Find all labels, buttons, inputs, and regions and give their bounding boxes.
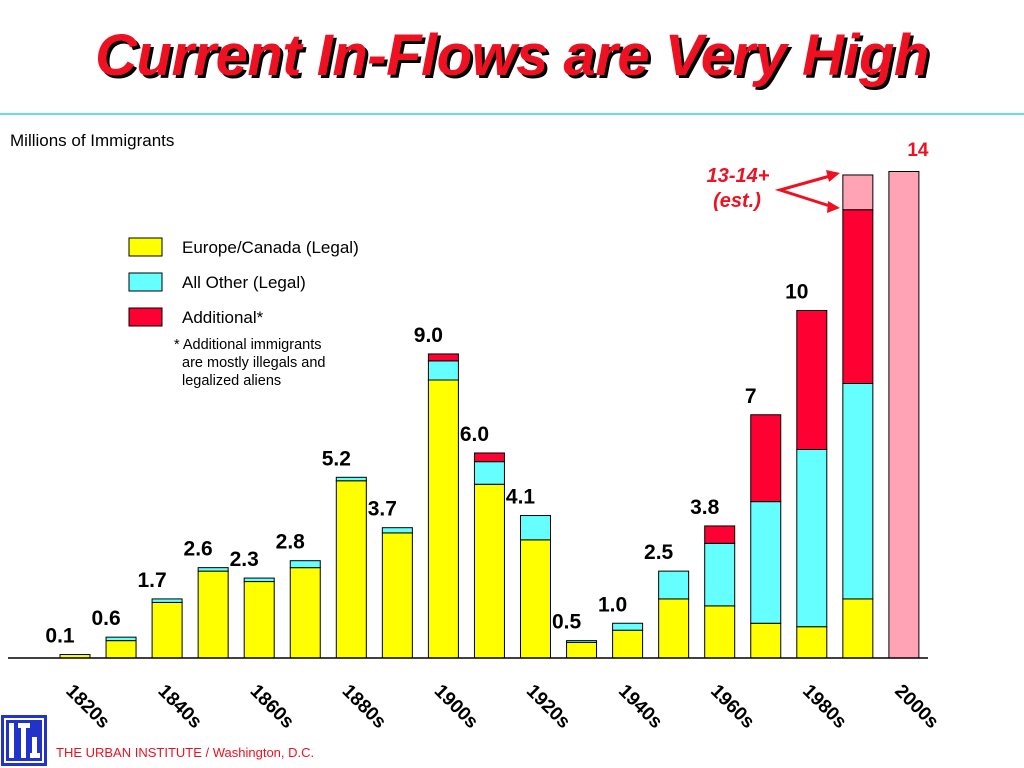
estimate-arrows <box>774 174 831 208</box>
bar-1990s-other <box>842 382 874 600</box>
bar-1990s-estimate <box>842 174 874 211</box>
data-label-1840s: 1.7 <box>137 569 166 592</box>
bar-1930s-other <box>566 640 598 643</box>
estimate-annotation-line1: 13-14+ <box>707 165 770 187</box>
bar-1860s-europe <box>243 581 275 659</box>
data-label-1850s: 2.6 <box>184 538 213 561</box>
bar-1860s-other <box>243 577 275 583</box>
bar-1840s-other <box>151 598 183 603</box>
bar-1870s-europe <box>289 567 321 659</box>
bar-1930s-europe <box>566 641 598 659</box>
bar-1990s-europe <box>842 598 874 659</box>
bar-1900s-europe <box>427 379 459 659</box>
data-label-1910s: 6.0 <box>460 423 489 446</box>
bar-1910s-additional <box>473 452 505 463</box>
estimate-annotation-line2: (est.) <box>713 190 761 212</box>
bar-1960s-other <box>704 542 736 607</box>
footer-credit: THE URBAN INSTITUTE / Washington, D.C. <box>56 745 315 760</box>
bar-1910s-europe <box>473 483 505 659</box>
title-rule <box>0 113 1024 115</box>
bar-1950s-other <box>658 570 690 600</box>
legend-note-line: legalized aliens <box>182 373 281 389</box>
bar-1960s-europe <box>704 605 736 659</box>
bar-1900s-additional <box>427 353 459 362</box>
urban-institute-logo <box>1 715 47 766</box>
bar-1980s-additional <box>796 310 828 450</box>
data-label-1920s: 4.1 <box>506 486 536 509</box>
legend-note-line: * Additional immigrants <box>174 337 322 353</box>
bar-1900s-other <box>427 360 459 381</box>
bar-1950s-europe <box>658 598 690 659</box>
data-label-1880s: 5.2 <box>322 447 351 470</box>
bar-1980s-europe <box>796 626 828 659</box>
bar-1970s-other <box>750 501 782 624</box>
legend-label-other: All Other (Legal) <box>182 273 306 292</box>
data-label-1900s: 9.0 <box>414 324 443 347</box>
legend-swatch-additional <box>128 307 163 327</box>
data-label-1930s: 0.5 <box>552 611 582 634</box>
legend-note-line: are mostly illegals and <box>182 355 325 371</box>
bar-1960s-additional <box>704 525 736 544</box>
bar-1840s-europe <box>151 601 183 659</box>
bar-1850s-europe <box>197 570 229 659</box>
legend-swatch-europe <box>128 237 163 257</box>
data-label-1890s: 3.7 <box>368 498 397 521</box>
data-label-1960s: 3.8 <box>690 496 720 519</box>
bar-1880s-europe <box>335 480 367 659</box>
bar-2000s-estimate <box>888 171 920 659</box>
bar-1910s-other <box>473 461 505 485</box>
bar-1890s-other <box>381 527 413 534</box>
bar-1920s-europe <box>520 539 551 659</box>
bar-1920s-other <box>520 515 551 541</box>
data-label-2000s: 14 <box>907 140 929 161</box>
bar-1830s-other <box>105 636 137 642</box>
legend-swatch-other <box>128 272 163 292</box>
data-label-1820s: 0.1 <box>45 625 75 648</box>
arrowhead-upper <box>826 170 840 182</box>
bar-1830s-europe <box>105 640 137 659</box>
legend-label-europe: Europe/Canada (Legal) <box>182 238 359 257</box>
data-label-1950s: 2.5 <box>644 541 674 564</box>
bar-1980s-other <box>796 449 828 628</box>
slide-title: Current In-Flows are Very High <box>95 23 929 88</box>
bar-1870s-other <box>289 560 321 569</box>
bar-1970s-europe <box>750 622 782 659</box>
data-label-1860s: 2.3 <box>230 548 259 571</box>
bar-1940s-other <box>612 622 644 631</box>
data-label-1980s: 10 <box>785 281 808 304</box>
bar-1990s-additional <box>842 209 874 384</box>
legend-label-additional: Additional* <box>182 308 264 327</box>
bar-1940s-europe <box>612 629 644 659</box>
bar-1880s-other <box>335 476 367 482</box>
data-label-1830s: 0.6 <box>91 607 120 630</box>
bar-1890s-europe <box>381 532 413 659</box>
data-label-1940s: 1.0 <box>598 593 627 616</box>
arrowhead-lower <box>827 201 840 213</box>
bar-1850s-other <box>197 567 229 572</box>
data-label-1970s: 7 <box>745 385 757 408</box>
y-axis-title: Millions of Immigrants <box>10 131 174 150</box>
data-label-1870s: 2.8 <box>276 531 306 554</box>
bar-1970s-additional <box>750 414 782 503</box>
